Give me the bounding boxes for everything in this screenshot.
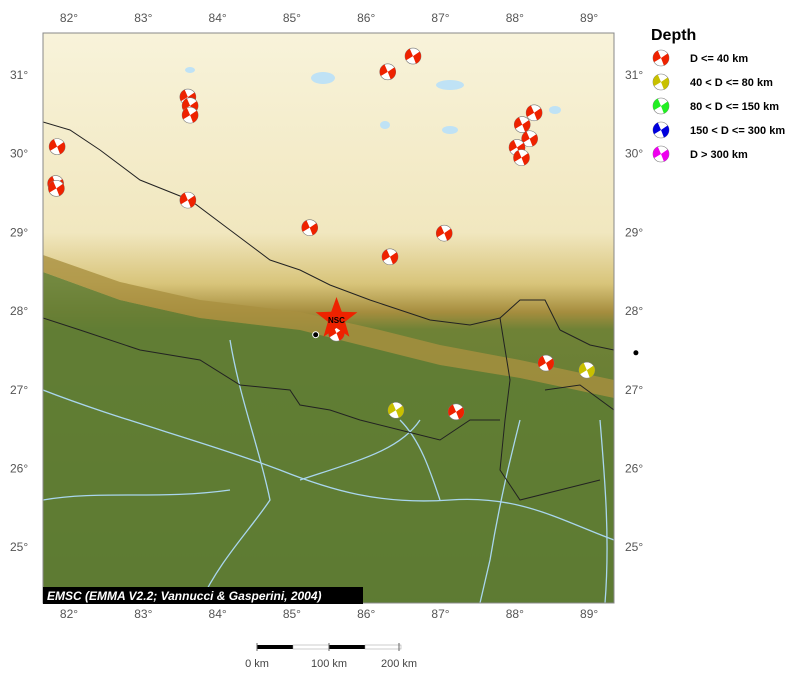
- rivers: [43, 339, 614, 603]
- focal-mechanisms: [47, 47, 596, 421]
- credit-text: EMSC (EMMA V2.2; Vannucci & Gasperini, 2…: [47, 589, 322, 603]
- lon-tick-top: 84°: [209, 11, 227, 25]
- axis-ticks: 82° 82° 83° 83° 84° 84° 85° 85° 86° 86° 87° 87° 88° 8…: [10, 11, 643, 621]
- legend-swatch-icon[interactable]: [652, 73, 670, 91]
- focal-mechanism-event[interactable]: [181, 106, 199, 124]
- focal-mechanism-event[interactable]: [379, 63, 397, 81]
- lon-tick-top: 85°: [283, 11, 301, 25]
- legend-item-label: 80 < D <= 150 km: [690, 101, 779, 113]
- lat-tick-right: 26°: [625, 462, 643, 476]
- lon-tick-top: 86°: [357, 11, 375, 25]
- lat-tick-left: 30°: [10, 147, 28, 161]
- focal-mechanism-event[interactable]: [435, 224, 453, 242]
- lon-tick-bottom: 84°: [209, 607, 227, 621]
- focal-mechanism-event[interactable]: [381, 248, 399, 266]
- lat-tick-left: 28°: [10, 304, 28, 318]
- lat-tick-left: 26°: [10, 462, 28, 476]
- lon-tick-bottom: 83°: [134, 607, 152, 621]
- focal-mechanism-event[interactable]: [179, 191, 197, 209]
- focal-mechanism-event[interactable]: [447, 403, 465, 421]
- station-label: NSC: [328, 316, 345, 325]
- lon-tick-bottom: 87°: [431, 607, 449, 621]
- lat-tick-left: 29°: [10, 225, 28, 239]
- lat-tick-left: 31°: [10, 68, 28, 82]
- legend: Depth D <= 40 km 40 < D <= 80 km 80 < D <=…: [651, 27, 785, 163]
- credit-box: [43, 587, 363, 604]
- focal-mechanism-event[interactable]: [48, 138, 66, 155]
- map-markers: NSC: [312, 297, 640, 357]
- lon-tick-bottom: 85°: [283, 607, 301, 621]
- station-star-icon[interactable]: [315, 297, 358, 337]
- lon-tick-bottom: 89°: [580, 607, 598, 621]
- lat-tick-right: 25°: [625, 540, 643, 554]
- lon-tick-bottom: 88°: [506, 607, 524, 621]
- focal-mechanism-event[interactable]: [387, 401, 405, 419]
- scale-label-200: 200 km: [381, 658, 417, 670]
- lakes: [185, 67, 561, 134]
- legend-title: Depth: [651, 27, 696, 44]
- focal-mechanism-event[interactable]: [301, 219, 319, 236]
- lon-tick-bottom: 82°: [60, 607, 78, 621]
- lat-tick-right: 28°: [625, 304, 643, 318]
- legend-item-label: D > 300 km: [690, 149, 748, 161]
- lat-tick-right: 31°: [625, 68, 643, 82]
- focal-mechanism-event[interactable]: [578, 361, 596, 379]
- lon-tick-top: 83°: [134, 11, 152, 25]
- lon-tick-bottom: 86°: [357, 607, 375, 621]
- lat-tick-right: 27°: [625, 383, 643, 397]
- legend-swatch-icon[interactable]: [652, 121, 670, 139]
- legend-item-label: 150 < D <= 300 km: [690, 125, 785, 137]
- lat-tick-right: 29°: [625, 225, 643, 239]
- lon-tick-top: 82°: [60, 11, 78, 25]
- focal-mechanism-event[interactable]: [404, 47, 422, 65]
- legend-swatch-icon[interactable]: [652, 97, 670, 115]
- legend-swatch-icon[interactable]: [652, 49, 670, 67]
- focal-mechanism-event[interactable]: [513, 149, 530, 166]
- focal-mechanism-event[interactable]: [521, 130, 538, 148]
- city-marker: [632, 349, 640, 357]
- lon-tick-top: 87°: [431, 11, 449, 25]
- borders: [43, 121, 614, 501]
- scale-bar: 0 km 100 km 200 km: [245, 643, 417, 670]
- legend-item-label: D <= 40 km: [690, 53, 748, 65]
- scale-label-100: 100 km: [311, 658, 347, 670]
- focal-mechanism-event[interactable]: [537, 354, 555, 372]
- focal-mechanism-event[interactable]: [48, 180, 65, 197]
- scale-label-0: 0 km: [245, 658, 269, 670]
- focal-mechanism-event[interactable]: [525, 104, 543, 122]
- legend-item-label: 40 < D <= 80 km: [690, 77, 773, 89]
- focal-mechanism-event[interactable]: [513, 116, 531, 133]
- lon-tick-top: 88°: [506, 11, 524, 25]
- city-marker: [312, 331, 320, 339]
- lat-tick-right: 30°: [625, 147, 643, 161]
- legend-swatch-icon[interactable]: [652, 145, 670, 163]
- lat-tick-left: 25°: [10, 540, 28, 554]
- lat-tick-left: 27°: [10, 383, 28, 397]
- lon-tick-top: 89°: [580, 11, 598, 25]
